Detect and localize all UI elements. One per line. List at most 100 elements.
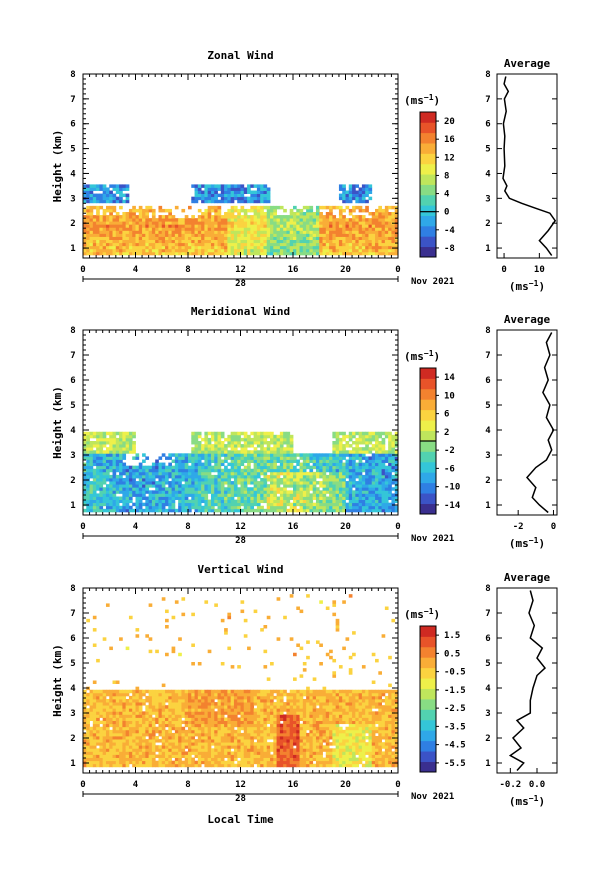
heatmap-cell xyxy=(135,496,140,500)
heatmap-cell xyxy=(250,450,255,454)
heatmap-cell xyxy=(224,478,228,482)
heatmap-cell xyxy=(329,490,333,494)
heatmap-cell xyxy=(161,708,166,712)
heatmap-cell xyxy=(122,478,127,482)
heatmap-cell xyxy=(240,230,245,234)
heatmap-cell xyxy=(109,481,113,485)
heatmap-cell xyxy=(312,496,317,500)
heatmap-cell xyxy=(89,239,94,244)
heatmap-cell xyxy=(92,699,97,703)
heatmap-cell xyxy=(381,496,386,500)
heatmap-cell xyxy=(371,505,376,510)
heatmap-cell xyxy=(319,251,323,256)
heatmap-cell xyxy=(263,218,268,222)
heatmap-cell xyxy=(329,468,333,473)
heatmap-cell xyxy=(289,208,294,213)
heatmap-cell xyxy=(296,251,300,256)
heatmap-cell xyxy=(145,481,150,485)
heatmap-cell xyxy=(122,490,127,494)
heatmap-cell xyxy=(329,242,333,247)
heatmap-cell xyxy=(332,215,337,219)
heatmap-cell xyxy=(332,465,337,470)
heatmap-cell xyxy=(178,218,182,222)
heatmap-cell xyxy=(243,478,248,482)
heatmap-cell xyxy=(109,711,113,715)
heatmap-cell xyxy=(253,484,258,488)
heatmap-cell xyxy=(115,754,120,758)
heatmap-cell xyxy=(105,490,110,494)
heatmap-cell xyxy=(266,499,271,504)
heatmap-cell xyxy=(204,447,209,451)
heatmap-cell xyxy=(270,462,274,467)
heatmap-cell xyxy=(105,208,110,213)
heatmap-cell xyxy=(338,208,343,213)
heatmap-cell xyxy=(345,221,350,225)
heatmap-cell xyxy=(132,239,136,244)
heatmap-cell xyxy=(233,471,238,476)
heatmap-cell xyxy=(102,462,107,467)
heatmap-cell xyxy=(368,462,373,467)
heatmap-cell xyxy=(148,711,153,715)
heatmap-cell xyxy=(155,233,159,237)
heatmap-cell xyxy=(358,499,363,504)
heatmap-cell xyxy=(368,490,373,494)
heatmap-cell xyxy=(132,760,136,765)
heatmap-cell xyxy=(322,508,327,513)
heatmap-cell xyxy=(214,481,218,485)
heatmap-cell xyxy=(388,227,392,231)
heatmap-cell xyxy=(250,193,255,198)
heatmap-cell xyxy=(266,493,271,497)
heatmap-cell xyxy=(194,437,199,442)
heatmap-cell xyxy=(119,484,123,488)
x-tick-label: 8 xyxy=(185,265,190,275)
heatmap-cell xyxy=(138,496,143,500)
heatmap-cell xyxy=(368,481,373,485)
heatmap-cell xyxy=(119,199,123,204)
heatmap-cell xyxy=(142,508,146,513)
heatmap-cell xyxy=(83,692,87,697)
heatmap-cell xyxy=(270,465,274,470)
heatmap-cell xyxy=(188,468,192,473)
heatmap-cell xyxy=(233,493,238,497)
heatmap-cell xyxy=(86,441,90,445)
heatmap-cell xyxy=(112,490,117,494)
heatmap-cell xyxy=(83,481,87,485)
heatmap-cell xyxy=(270,215,274,219)
heatmap-cell xyxy=(299,508,304,513)
heatmap-cell xyxy=(230,230,235,234)
heatmap-cell xyxy=(128,708,133,712)
heatmap-cell xyxy=(293,484,297,488)
heatmap-cell xyxy=(86,447,90,451)
heatmap-cell xyxy=(89,199,94,204)
heatmap-cell xyxy=(125,702,130,706)
heatmap-cell xyxy=(338,205,343,210)
heatmap-cell xyxy=(105,742,110,746)
heatmap-cell xyxy=(112,708,117,712)
heatmap-cell xyxy=(299,465,304,470)
heatmap-cell xyxy=(371,248,376,253)
heatmap-cell xyxy=(86,444,90,448)
heatmap-cell xyxy=(191,505,195,510)
x-tick-label: 16 xyxy=(288,522,299,532)
heatmap-cell xyxy=(158,705,163,709)
heatmap-cell xyxy=(128,751,133,755)
heatmap-cell xyxy=(309,505,314,510)
heatmap-cell xyxy=(227,227,232,231)
heatmap-cell xyxy=(312,484,317,488)
colorbar-tick-label: 0 xyxy=(444,208,449,218)
heatmap-cell xyxy=(138,699,143,703)
heatmap-cell xyxy=(371,447,376,451)
heatmap-cell xyxy=(391,462,396,467)
heatmap-cell xyxy=(361,462,366,467)
heatmap-cell xyxy=(368,239,373,244)
heatmap-cell xyxy=(105,508,110,513)
heatmap-cell xyxy=(315,251,320,256)
heatmap-cell xyxy=(105,760,110,765)
heatmap-cell xyxy=(312,487,317,491)
heatmap-cell xyxy=(122,714,127,718)
heatmap-cell xyxy=(293,487,297,491)
heatmap-cell xyxy=(306,239,310,244)
heatmap-cell xyxy=(217,508,222,513)
heatmap-cell xyxy=(329,215,333,219)
heatmap-cell xyxy=(352,227,356,231)
